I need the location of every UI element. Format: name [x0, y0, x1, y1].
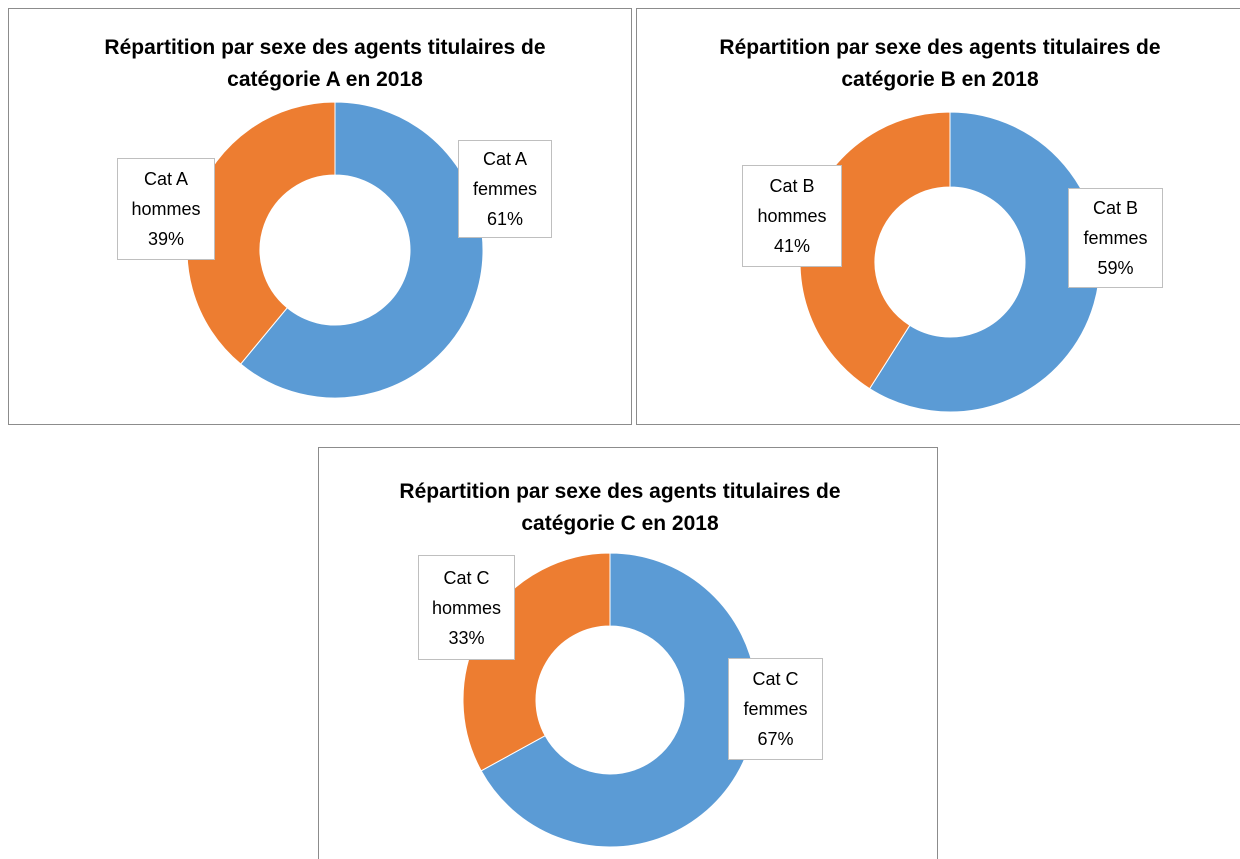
- value-label: 59%: [1097, 258, 1134, 278]
- category-label: Cat B femmes: [1083, 198, 1148, 248]
- value-label: 67%: [757, 729, 794, 749]
- data-label: Cat A femmes 61%: [458, 140, 552, 238]
- category-label: Cat C hommes: [431, 567, 502, 618]
- data-label: Cat B hommes 41%: [742, 165, 842, 267]
- value-label: 41%: [773, 236, 811, 256]
- donut-segment: [480, 552, 758, 848]
- value-label: 39%: [147, 229, 185, 249]
- donut-segment: [186, 101, 336, 365]
- chart-title: Répartition par sexe des agents titulair…: [399, 480, 841, 535]
- data-label: Cat C femmes 67%: [728, 658, 823, 760]
- data-label: Cat A hommes 39%: [117, 158, 215, 260]
- category-label: Cat C femmes: [743, 669, 808, 719]
- data-label: Cat C hommes 33%: [418, 555, 515, 660]
- category-label: Cat A femmes: [472, 149, 537, 199]
- data-label: Cat B femmes 59%: [1068, 188, 1163, 288]
- chart-title: Répartition par sexe des agents titulair…: [104, 36, 546, 91]
- value-label: 33%: [448, 627, 485, 648]
- category-label: Cat A hommes: [131, 169, 201, 219]
- category-label: Cat B hommes: [757, 176, 827, 226]
- value-label: 61%: [486, 209, 524, 229]
- chart-title: Répartition par sexe des agents titulair…: [719, 36, 1161, 91]
